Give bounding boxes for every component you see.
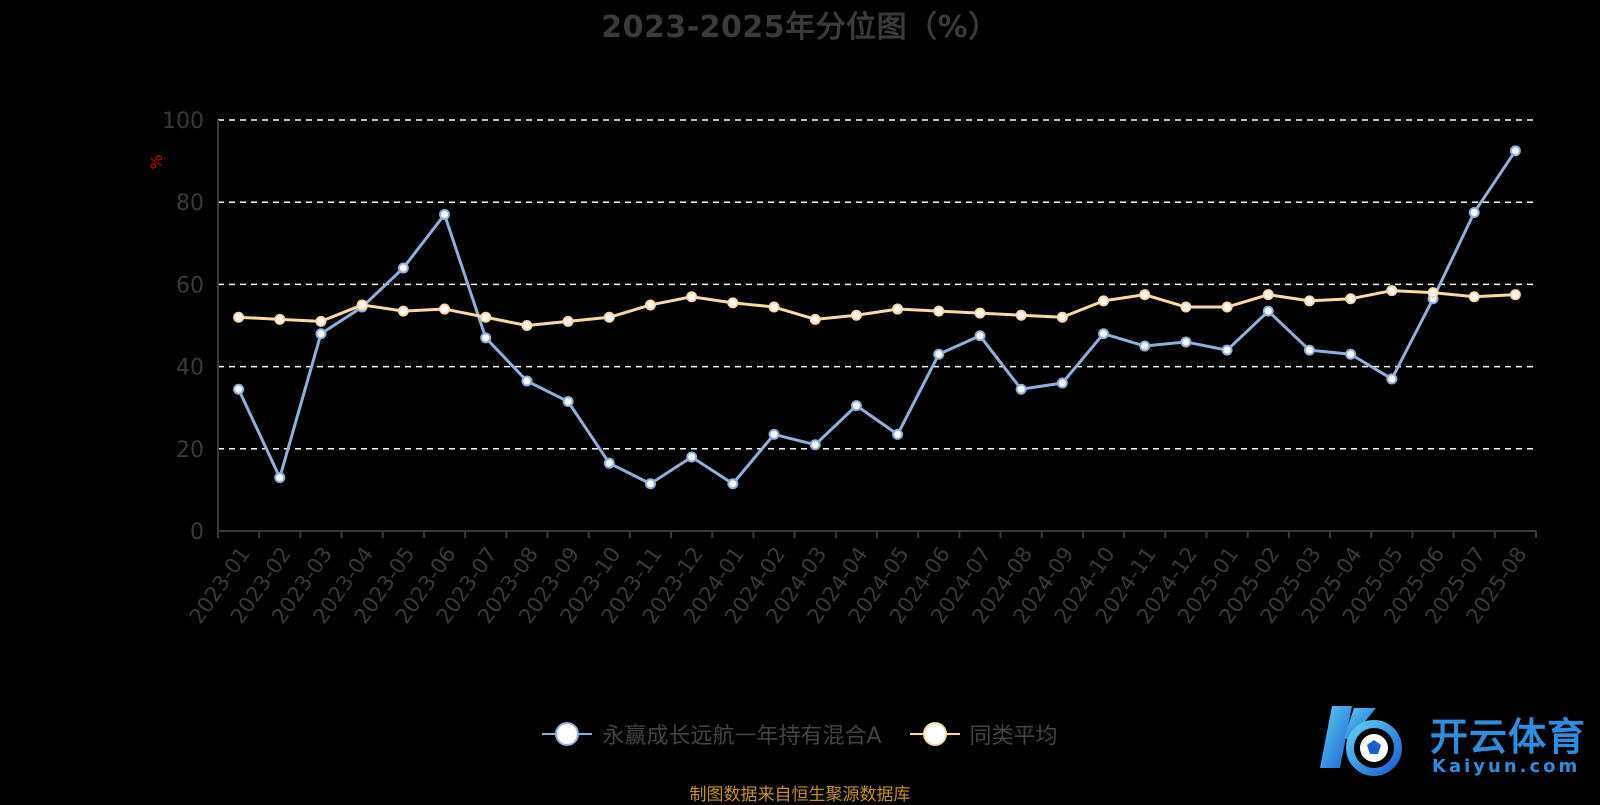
data-point[interactable] — [686, 291, 698, 303]
data-point[interactable] — [1139, 340, 1151, 352]
data-point[interactable] — [1056, 377, 1068, 389]
data-point[interactable] — [562, 315, 574, 327]
data-point[interactable] — [1139, 289, 1151, 301]
data-point[interactable] — [315, 328, 327, 340]
data-point[interactable] — [727, 478, 739, 490]
legend-marker-fund — [542, 722, 593, 746]
data-point[interactable] — [274, 313, 286, 325]
watermark-brand: 开云体育 — [1430, 715, 1587, 759]
watermark-url: Kaiyun.com — [1432, 756, 1581, 777]
data-point[interactable] — [933, 305, 945, 317]
data-point[interactable] — [933, 348, 945, 360]
data-point[interactable] — [1345, 348, 1357, 360]
data-point[interactable] — [233, 311, 245, 323]
data-point[interactable] — [1303, 295, 1315, 307]
data-point[interactable] — [974, 330, 986, 342]
legend-marker-average — [909, 722, 960, 746]
data-point[interactable] — [603, 311, 615, 323]
legend-item-fund[interactable]: 永赢成长远航一年持有混合A — [542, 718, 882, 750]
data-point[interactable] — [686, 451, 698, 463]
legend-label-average: 同类平均 — [969, 724, 1058, 749]
data-point[interactable] — [315, 315, 327, 327]
y-tick-label: 100 — [162, 109, 204, 134]
data-point[interactable] — [644, 299, 656, 311]
data-point[interactable] — [1386, 373, 1398, 385]
data-point[interactable] — [1221, 344, 1233, 356]
data-point[interactable] — [1098, 295, 1110, 307]
data-point[interactable] — [727, 297, 739, 309]
data-point[interactable] — [1468, 291, 1480, 303]
legend-item-average[interactable]: 同类平均 — [909, 718, 1058, 750]
y-axis-label: % — [147, 154, 166, 169]
data-point[interactable] — [974, 307, 986, 319]
y-tick-label: 80 — [176, 191, 204, 216]
axes: 0204060801002023-012023-022023-032023-04… — [162, 109, 1537, 628]
chart-title: 2023-2025年分位图（%） — [601, 10, 999, 45]
series-line — [238, 289, 1516, 327]
data-point[interactable] — [809, 313, 821, 325]
data-point[interactable] — [480, 332, 492, 344]
y-tick-label: 20 — [176, 438, 204, 463]
y-tick-label: 60 — [176, 273, 204, 298]
data-point[interactable] — [356, 299, 368, 311]
data-point[interactable] — [1427, 287, 1439, 299]
legend-label-fund: 永赢成长远航一年持有混合A — [602, 724, 882, 749]
data-point[interactable] — [603, 457, 615, 469]
data-point[interactable] — [850, 400, 862, 412]
series-1 — [233, 285, 1521, 331]
data-point[interactable] — [439, 303, 451, 315]
data-point[interactable] — [768, 301, 780, 313]
data-point[interactable] — [562, 396, 574, 408]
data-point[interactable] — [1221, 301, 1233, 313]
watermark-logo: 开云体育 Kaiyun.com — [1314, 698, 1594, 788]
data-point[interactable] — [274, 472, 286, 484]
series-lines — [233, 145, 1521, 490]
data-point[interactable] — [397, 305, 409, 317]
data-point[interactable] — [892, 303, 904, 315]
data-point[interactable] — [1303, 344, 1315, 356]
data-point[interactable] — [644, 478, 656, 490]
data-point[interactable] — [768, 428, 780, 440]
data-point[interactable] — [809, 439, 821, 451]
data-point[interactable] — [892, 428, 904, 440]
grid-lines — [218, 119, 1536, 450]
data-point[interactable] — [1180, 301, 1192, 313]
data-point[interactable] — [1098, 328, 1110, 340]
data-point[interactable] — [1509, 145, 1521, 157]
data-point[interactable] — [1056, 311, 1068, 323]
data-point[interactable] — [233, 383, 245, 395]
data-point[interactable] — [1345, 293, 1357, 305]
series-line — [237, 149, 1517, 486]
line-chart: 0204060801002023-012023-022023-032023-04… — [147, 109, 1537, 628]
data-point[interactable] — [439, 209, 451, 221]
y-tick-label: 0 — [190, 520, 204, 545]
data-point[interactable] — [1509, 289, 1521, 301]
data-point[interactable] — [1015, 383, 1027, 395]
data-point[interactable] — [1015, 309, 1027, 321]
data-point[interactable] — [1180, 336, 1192, 348]
data-point[interactable] — [521, 320, 533, 331]
data-point[interactable] — [1386, 285, 1398, 297]
y-tick-label: 40 — [176, 356, 204, 381]
data-point[interactable] — [397, 262, 409, 274]
data-point[interactable] — [521, 375, 533, 387]
data-point[interactable] — [480, 311, 492, 323]
data-point[interactable] — [850, 309, 862, 321]
legend: 永赢成长远航一年持有混合A 同类平均 — [0, 718, 1600, 750]
data-point[interactable] — [1468, 206, 1480, 218]
kaiyun-logo-icon — [1320, 706, 1402, 776]
series-0 — [233, 145, 1521, 490]
data-point[interactable] — [1262, 289, 1274, 301]
data-point[interactable] — [1262, 305, 1274, 317]
